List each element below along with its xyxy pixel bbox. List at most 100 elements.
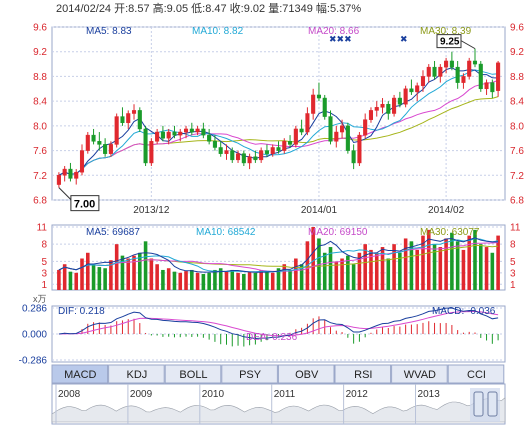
candle-body bbox=[455, 66, 460, 83]
candle-body bbox=[415, 85, 420, 93]
tab-label: MACD bbox=[64, 369, 96, 381]
volume-bar bbox=[247, 271, 252, 290]
tab-obv[interactable]: OBV bbox=[277, 364, 335, 384]
volume-bar bbox=[311, 227, 315, 290]
candle-body bbox=[420, 76, 426, 86]
dea-label: DEA: 0.236 bbox=[246, 332, 298, 343]
volume-bar bbox=[322, 252, 327, 290]
volume-bar bbox=[340, 258, 344, 290]
price-tick-right: 8.4 bbox=[510, 97, 524, 108]
volume-tick-right: 8 bbox=[510, 240, 516, 251]
low-label: 7.00 bbox=[58, 187, 100, 212]
candle-body bbox=[143, 128, 148, 164]
macd-tick: 0.286 bbox=[22, 304, 47, 315]
price-tick-right: 9.6 bbox=[510, 23, 524, 34]
legend-ma30: MA30: 8.39 bbox=[420, 26, 472, 37]
candle-body bbox=[380, 103, 385, 108]
volume-bar bbox=[149, 258, 154, 290]
volume-bar bbox=[294, 258, 298, 290]
volume-bar bbox=[398, 252, 402, 290]
candle-body bbox=[426, 66, 431, 77]
tab-psy[interactable]: PSY bbox=[221, 364, 278, 384]
volume-tick-right: 5 bbox=[510, 257, 516, 268]
volume-bar bbox=[161, 269, 165, 290]
volume-bar bbox=[103, 268, 107, 290]
volume-tick-right: 3 bbox=[510, 268, 516, 279]
range-handle-left[interactable] bbox=[473, 391, 484, 417]
dif-line bbox=[58, 307, 499, 340]
volume-bar bbox=[351, 264, 356, 290]
price-tick-right: 7.2 bbox=[510, 171, 524, 182]
candle-body bbox=[270, 147, 275, 154]
candle-body bbox=[230, 150, 235, 161]
candle-body bbox=[282, 141, 287, 151]
price-x-label: 2014/02 bbox=[428, 205, 465, 216]
volume-bar bbox=[450, 232, 454, 290]
tab-wvad[interactable]: WVAD bbox=[391, 364, 448, 384]
candle-body bbox=[224, 150, 229, 154]
candle-body bbox=[461, 76, 466, 83]
price-tick-left: 9.6 bbox=[33, 23, 47, 34]
volume-bar bbox=[213, 269, 217, 290]
candle-body bbox=[120, 116, 125, 124]
volume-bar bbox=[473, 229, 477, 290]
candle-body bbox=[114, 116, 119, 145]
volume-bar bbox=[57, 269, 61, 290]
volume-bar bbox=[426, 229, 431, 290]
volume-bar bbox=[328, 247, 333, 290]
volume-bar bbox=[270, 272, 275, 290]
volume-ma-lines bbox=[58, 237, 499, 273]
dea-line bbox=[58, 310, 499, 337]
candle-body bbox=[183, 128, 189, 133]
tab-cci[interactable]: CCI bbox=[447, 364, 505, 384]
range-handle-right[interactable] bbox=[487, 391, 498, 417]
volume-bar bbox=[80, 258, 84, 290]
timeline-area bbox=[51, 397, 506, 423]
timeline-year: 2008 bbox=[58, 389, 81, 400]
volume-tick-left: 8 bbox=[41, 240, 47, 251]
candle-body bbox=[85, 134, 90, 151]
vol-ma5-line bbox=[58, 237, 499, 273]
timeline-year: 2009 bbox=[130, 389, 153, 400]
volume-ticks-right: 11 8 531 bbox=[510, 223, 521, 291]
range-selector[interactable] bbox=[470, 388, 500, 422]
candle-body bbox=[472, 60, 478, 65]
volume-bar bbox=[403, 238, 408, 290]
price-tick-right: 6.8 bbox=[510, 196, 524, 207]
macd-tick: 0.000 bbox=[22, 330, 47, 341]
candle-body bbox=[241, 153, 246, 164]
volume-bar bbox=[369, 249, 373, 290]
vol-legend-ma20: MA20: 69150 bbox=[308, 227, 368, 238]
high-label: 9.25 bbox=[436, 34, 476, 50]
candle-body bbox=[328, 116, 333, 142]
legend-ma20: MA20: 8.66 bbox=[308, 26, 360, 37]
tab-macd[interactable]: MACD bbox=[51, 364, 109, 384]
price-tick-right: 8.8 bbox=[510, 72, 524, 83]
volume-bar bbox=[236, 272, 240, 290]
volume-bar bbox=[242, 273, 246, 290]
tab-kdj[interactable]: KDJ bbox=[108, 364, 165, 384]
tab-boll[interactable]: BOLL bbox=[164, 364, 222, 384]
volume-bar bbox=[299, 264, 304, 290]
candle-body bbox=[74, 171, 79, 179]
volume-bar bbox=[126, 258, 131, 290]
price-tick-left: 8.0 bbox=[33, 121, 47, 132]
tab-label: RSI bbox=[354, 369, 372, 381]
candle-body bbox=[195, 128, 200, 133]
candle-body bbox=[403, 88, 408, 105]
volume-bar bbox=[184, 271, 188, 290]
macd-tick: -0.286 bbox=[19, 356, 48, 367]
macd-label: MACD: -0.036 bbox=[432, 306, 496, 317]
tab-background bbox=[51, 364, 109, 384]
volume-bar bbox=[276, 268, 281, 290]
candle-body bbox=[322, 97, 327, 117]
price-ticks-left: 9.6 9.2 8.8 8.4 8.0 7.6 7.2 6.8 bbox=[33, 23, 47, 207]
volume-bar bbox=[68, 271, 73, 290]
tab-background bbox=[221, 364, 278, 384]
volume-bar bbox=[478, 244, 483, 290]
price-x-label: 2014/01 bbox=[301, 205, 338, 216]
candle-body bbox=[316, 94, 321, 99]
candle-body bbox=[108, 144, 113, 154]
tab-rsi[interactable]: RSI bbox=[334, 364, 392, 384]
